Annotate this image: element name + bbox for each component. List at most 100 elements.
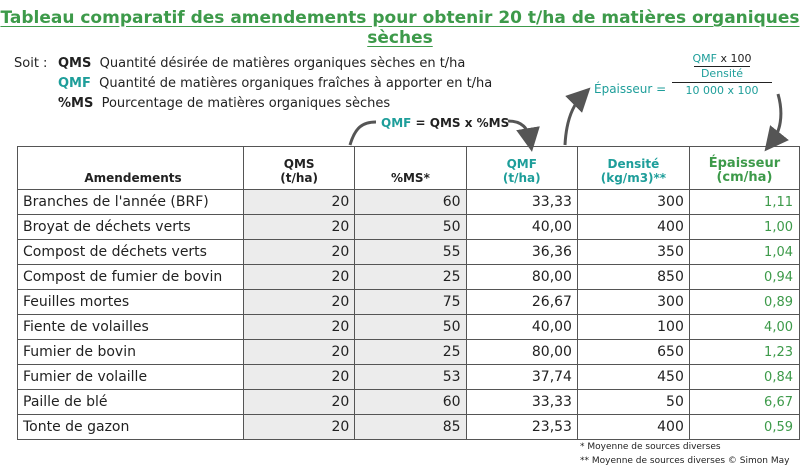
cell-densite: 50 bbox=[576, 389, 690, 415]
cell-ms: 53 bbox=[354, 364, 467, 390]
cell-qmf: 40,00 bbox=[465, 214, 578, 240]
cell-densite: 400 bbox=[576, 414, 690, 440]
table-row: Feuilles mortes 20 75 26,67 300 0,89 bbox=[16, 289, 800, 315]
header-ms: %MS* bbox=[354, 146, 467, 190]
table-row: Paille de blé 20 60 33,33 50 6,67 bbox=[16, 389, 800, 415]
table-row: Broyat de déchets verts 20 50 40,00 400 1,00 bbox=[16, 214, 800, 240]
footnotes: * Moyenne de sources diverses ** Moyenne… bbox=[580, 440, 789, 468]
table-row: Tonte de gazon 20 85 23,53 400 0,59 bbox=[16, 414, 800, 440]
cell-qmf: 80,00 bbox=[465, 339, 578, 365]
cell-ms: 85 bbox=[354, 414, 467, 440]
cell-qmf: 40,00 bbox=[465, 314, 578, 340]
comparison-table: Amendements QMS (t/ha) %MS* QMF (t/ha) Den… bbox=[16, 146, 800, 440]
cell-ms: 50 bbox=[354, 314, 467, 340]
header-qmf: QMF (t/ha) bbox=[465, 146, 578, 190]
fraction-num-a: QMF bbox=[692, 52, 717, 65]
fraction-bar bbox=[672, 82, 772, 83]
cell-densite: 450 bbox=[576, 364, 690, 390]
legend-abbr: %MS bbox=[58, 96, 94, 111]
header-qms: QMS (t/ha) bbox=[243, 146, 356, 190]
table-row: Compost de fumier de bovin 20 25 80,00 850 0,… bbox=[16, 264, 800, 290]
cell-qms: 20 bbox=[243, 414, 356, 440]
cell-amendement: Branches de l'année (BRF) bbox=[16, 189, 245, 215]
legend-text: Quantité de matières organiques fraîches… bbox=[99, 76, 493, 91]
cell-amendement: Feuilles mortes bbox=[16, 289, 245, 315]
cell-epaisseur: 0,59 bbox=[688, 414, 800, 440]
cell-epaisseur: 1,00 bbox=[688, 214, 800, 240]
cell-amendement: Compost de déchets verts bbox=[16, 239, 245, 265]
fraction-denominator: 10 000 x 100 bbox=[685, 84, 759, 97]
cell-ms: 50 bbox=[354, 214, 467, 240]
cell-qmf: 26,67 bbox=[465, 289, 578, 315]
arrow-down-icon bbox=[764, 93, 789, 152]
cell-qmf: 36,36 bbox=[465, 239, 578, 265]
fraction-num-b: x 100 bbox=[716, 52, 752, 65]
epaisseur-fraction: QMF x 100 Densité 10 000 x 100 bbox=[668, 52, 776, 97]
table-row: Fumier de volaille 20 53 37,74 450 0,84 bbox=[16, 364, 800, 390]
cell-densite: 400 bbox=[576, 214, 690, 240]
cell-epaisseur: 0,89 bbox=[688, 289, 800, 315]
cell-ms: 55 bbox=[354, 239, 467, 265]
cell-qms: 20 bbox=[243, 239, 356, 265]
cell-epaisseur: 1,11 bbox=[688, 189, 800, 215]
footnote: ** Moyenne de sources diverses © Simon M… bbox=[580, 456, 790, 466]
cell-qmf: 33,33 bbox=[465, 189, 578, 215]
cell-qmf: 80,00 bbox=[465, 264, 578, 290]
cell-epaisseur: 0,84 bbox=[688, 364, 800, 390]
cell-ms: 75 bbox=[354, 289, 467, 315]
cell-densite: 850 bbox=[576, 264, 690, 290]
epaisseur-formula-label: Épaisseur = bbox=[594, 82, 667, 96]
cell-qmf: 37,74 bbox=[465, 364, 578, 390]
cell-epaisseur: 4,00 bbox=[688, 314, 800, 340]
cell-amendement: Paille de blé bbox=[16, 389, 245, 415]
cell-epaisseur: 6,67 bbox=[688, 389, 800, 415]
cell-qmf: 33,33 bbox=[465, 389, 578, 415]
arrow-up-icon bbox=[563, 87, 591, 146]
cell-ms: 60 bbox=[354, 189, 467, 215]
table-row: Branches de l'année (BRF) 20 60 33,33 300 1,1… bbox=[16, 189, 800, 215]
cell-ms: 25 bbox=[354, 339, 467, 365]
cell-ms: 60 bbox=[354, 389, 467, 415]
fraction-num-line2: Densité bbox=[700, 67, 744, 80]
qmf-formula: QMF = QMS x %MS bbox=[381, 116, 509, 130]
table-row: Fiente de volailles 20 50 40,00 100 4,00 bbox=[16, 314, 800, 340]
cell-amendement: Tonte de gazon bbox=[16, 414, 245, 440]
cell-epaisseur: 1,04 bbox=[688, 239, 800, 265]
cell-densite: 300 bbox=[576, 289, 690, 315]
cell-qms: 20 bbox=[243, 214, 356, 240]
cell-amendement: Fiente de volailles bbox=[16, 314, 245, 340]
fraction-numerator: QMF x 100 Densité bbox=[668, 52, 776, 81]
table-row: Compost de déchets verts 20 55 36,36 350 1,04 bbox=[16, 239, 800, 265]
cell-qms: 20 bbox=[243, 264, 356, 290]
legend-text: Pourcentage de matières organiques sèche… bbox=[101, 96, 391, 111]
cell-densite: 350 bbox=[576, 239, 690, 265]
table-header-row: Amendements QMS (t/ha) %MS* QMF (t/ha) Den… bbox=[16, 146, 800, 190]
cell-densite: 300 bbox=[576, 189, 690, 215]
cell-qms: 20 bbox=[243, 314, 356, 340]
cell-amendement: Fumier de volaille bbox=[16, 364, 245, 390]
cell-densite: 650 bbox=[576, 339, 690, 365]
cell-amendement: Fumier de bovin bbox=[16, 339, 245, 365]
cell-ms: 25 bbox=[354, 264, 467, 290]
cell-epaisseur: 0,94 bbox=[688, 264, 800, 290]
legend-row-ms: %MS Pourcentage de matières organiques s… bbox=[14, 94, 492, 114]
page-title: Tableau comparatif des amendements pour … bbox=[0, 8, 800, 48]
formula-rhs: = QMS x %MS bbox=[411, 116, 510, 130]
cell-qms: 20 bbox=[243, 364, 356, 390]
cell-epaisseur: 1,23 bbox=[688, 339, 800, 365]
cell-qms: 20 bbox=[243, 289, 356, 315]
cell-qms: 20 bbox=[243, 339, 356, 365]
cell-amendement: Compost de fumier de bovin bbox=[16, 264, 245, 290]
arrow-left-icon bbox=[348, 120, 377, 146]
arrow-right-icon bbox=[507, 119, 540, 152]
table-row: Fumier de bovin 20 25 80,00 650 1,23 bbox=[16, 339, 800, 365]
legend-row-qmf: QMF Quantité de matières organiques fraî… bbox=[14, 74, 492, 94]
formula-lhs: QMF bbox=[381, 116, 412, 130]
cell-densite: 100 bbox=[576, 314, 690, 340]
legend-abbr: QMS bbox=[58, 56, 92, 71]
header-densite: Densité (kg/m3)** bbox=[576, 146, 690, 190]
header-amendements: Amendements bbox=[16, 146, 245, 190]
legend-lead: Soit : bbox=[14, 56, 48, 71]
legend-abbr: QMF bbox=[58, 76, 91, 91]
